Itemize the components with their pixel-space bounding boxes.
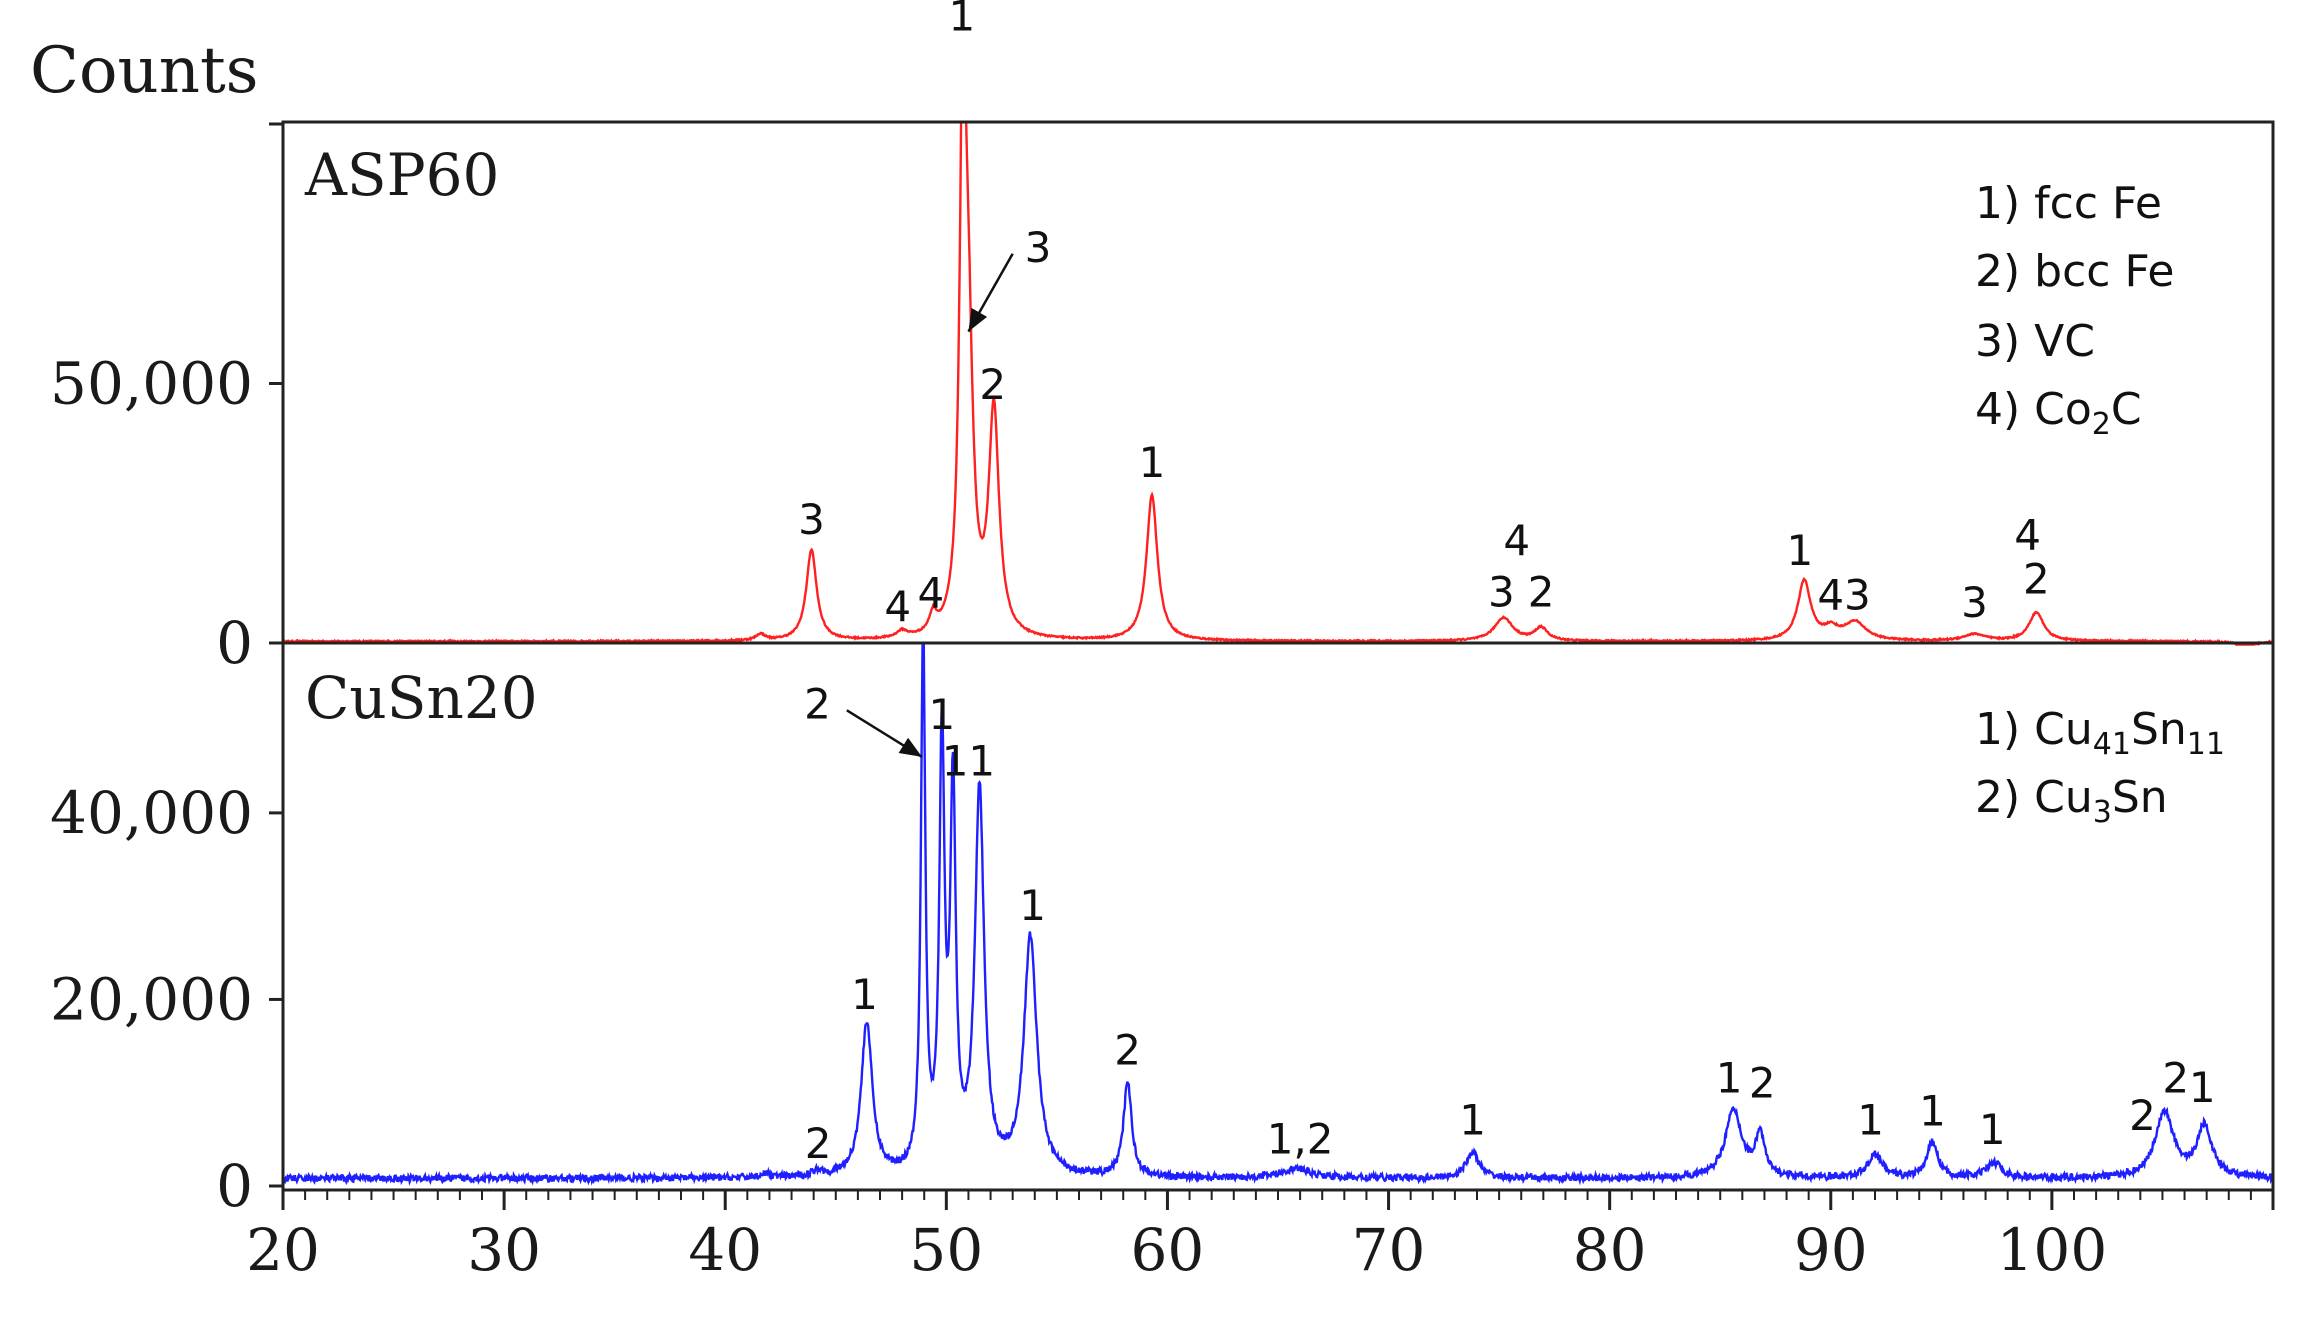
legend-cusn20-item-1: 1) Cu41Sn11 (1975, 704, 2225, 762)
peak-label: 2 (2129, 1091, 2156, 1140)
legend-asp60: 1) fcc Fe 2) bcc Fe 3) VC 4) Co2C (1975, 178, 2174, 442)
annotation-label: 2 (804, 679, 831, 728)
peak-label: 1 (1857, 1096, 1884, 1145)
panel-label-cusn20: CuSn20 (305, 664, 538, 732)
panel-label-asp60: ASP60 (304, 141, 499, 209)
x-tick-label: 90 (1794, 1216, 1868, 1284)
peak-label: 1 (1459, 1096, 1486, 1145)
x-tick-label: 20 (246, 1216, 320, 1284)
y-tick-label: 50,000 (50, 350, 253, 418)
peak-label: 1 (1979, 1105, 2006, 1154)
peak-label: 2 (1749, 1058, 1776, 1107)
annotation-label: 3 (1025, 223, 1052, 272)
x-tick-label: 100 (1997, 1216, 2108, 1284)
peak-label: 1 (942, 737, 969, 786)
peak-label: 1 (948, 0, 975, 41)
peak-label: 4 (917, 569, 944, 618)
legend-asp60-item-3: 3) VC (1975, 316, 2095, 367)
arrow-head (968, 308, 988, 332)
peak-label: 1 (851, 970, 878, 1019)
peak-label: 1 (1786, 526, 1813, 575)
x-axis: 20 30 40 50 60 70 80 90 100 (246, 1190, 2275, 1284)
peak-label: 2 (979, 360, 1006, 409)
x-tick-label: 70 (1352, 1216, 1426, 1284)
peak-label: 3 (1488, 568, 1515, 617)
peak-label: 3 (1844, 570, 1871, 619)
peak-label: 4 (1503, 516, 1530, 565)
series-line-cusn20 (283, 643, 2273, 1186)
legend-asp60-item-1: 1) fcc Fe (1975, 178, 2162, 229)
peak-label: 1 (1019, 881, 1046, 930)
peak-label: 1 (968, 737, 995, 786)
peak-label: 1 (1139, 438, 1166, 487)
x-tick-label: 60 (1131, 1216, 1205, 1284)
y-axis-title: Counts (30, 34, 259, 108)
peak-label: 1 (929, 690, 956, 739)
legend-asp60-item-2: 2) bcc Fe (1975, 246, 2174, 297)
legend-cusn20: 1) Cu41Sn11 2) Cu3Sn (1975, 704, 2225, 830)
peak-label: 1 (2189, 1063, 2216, 1112)
x-tick-label: 40 (688, 1216, 762, 1284)
y-tick-label: 0 (216, 609, 253, 677)
legend-asp60-item-4: 4) Co2C (1975, 384, 2142, 442)
peak-label: 2 (2162, 1054, 2189, 1103)
y-tick-label: 40,000 (50, 779, 253, 847)
peak-label: 2 (805, 1119, 832, 1168)
peak-label: 2 (1114, 1026, 1141, 1075)
y-tick-label: 20,000 (50, 965, 253, 1033)
peak-label: 4 (1817, 570, 1844, 619)
arrow-head (898, 737, 922, 757)
peak-label: 3 (798, 495, 825, 544)
peak-label: 1 (1919, 1086, 1946, 1135)
y-tick-label: 0 (216, 1152, 253, 1220)
peak-label: 1 (1716, 1054, 1743, 1103)
x-tick-label: 30 (467, 1216, 541, 1284)
peak-label: 2 (1528, 568, 1555, 617)
peak-label: 4 (2014, 511, 2041, 560)
peak-label: 1,2 (1267, 1114, 1334, 1163)
legend-cusn20-item-2: 2) Cu3Sn (1975, 772, 2168, 830)
peak-label: 4 (884, 582, 911, 631)
peak-label: 2 (2023, 555, 2050, 604)
peak-label: 3 (1961, 578, 1988, 627)
x-tick-label: 50 (909, 1216, 983, 1284)
x-tick-label: 80 (1573, 1216, 1647, 1284)
